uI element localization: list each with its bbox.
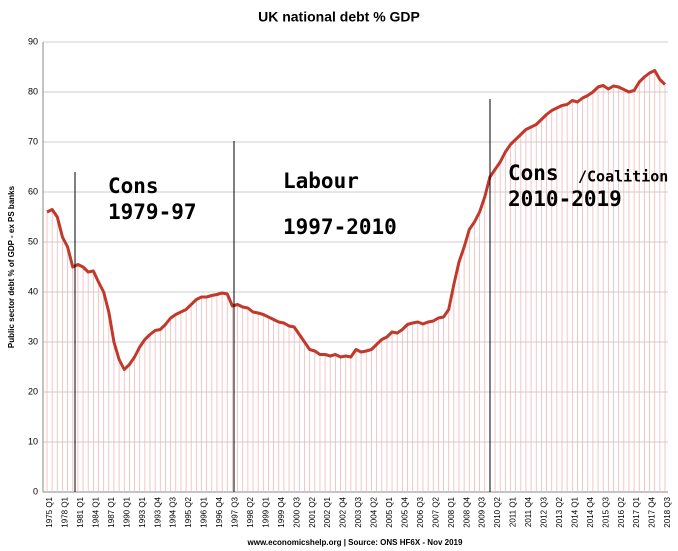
x-tick-label: 2008 Q4	[462, 496, 471, 527]
annotation: Cons	[508, 161, 559, 185]
x-tick-label: 1996 Q4	[215, 496, 224, 527]
x-tick-label: 1999 Q1	[261, 496, 270, 527]
y-tick-label: 0	[33, 486, 38, 496]
plot: 0 10 20 30 40 50 60 70 80 90 1975 Q1 1978 Q1 1981 Q1…	[28, 36, 672, 527]
y-tick-label: 40	[28, 286, 38, 296]
x-tick-label: 2011 Q4	[524, 496, 533, 527]
y-tick-label: 20	[28, 386, 38, 396]
x-tick-label: 2003 Q3	[354, 496, 363, 527]
x-tick-label: 2005 Q4	[400, 496, 409, 527]
x-tick-label: 2015 Q3	[601, 496, 610, 527]
x-tick-label: 2017 Q1	[632, 496, 641, 527]
x-tick-label: 2014 Q4	[586, 496, 595, 527]
x-tick-label: 2018 Q3	[663, 496, 672, 527]
x-tick-label: 2005 Q1	[385, 496, 394, 527]
x-tick-label: 1999 Q4	[277, 496, 286, 527]
annotation: Cons	[108, 174, 159, 198]
x-tick-label: 1997 Q3	[231, 496, 240, 527]
annotation: 2010-2019	[508, 187, 622, 211]
x-tick-label: 2014 Q1	[570, 496, 579, 527]
x-tick-label: 1984 Q1	[91, 496, 100, 527]
x-tick-label: 1994 Q3	[169, 496, 178, 527]
x-tick-label: 1975 Q1	[45, 496, 54, 527]
x-tick-label: 1998 Q2	[246, 496, 255, 527]
annotation: 1979-97	[108, 200, 197, 224]
line	[46, 69, 667, 371]
x-tick-label: 2009 Q3	[478, 496, 487, 527]
x-tick-label: 1993 Q1	[138, 496, 147, 527]
x-tick-label: 1993 Q4	[153, 496, 162, 527]
y-tick-label: 90	[28, 36, 38, 46]
y-tick-label: 60	[28, 186, 38, 196]
x-tick-label: 2002 Q1	[323, 496, 332, 527]
x-tick-label: 2006 Q3	[416, 496, 425, 527]
x-tick-label: 2013 Q2	[555, 496, 564, 527]
y-axis-label: Public sector debt % of GDP - ex PS bank…	[7, 185, 16, 348]
x-tick-label: 2004 Q2	[370, 496, 379, 527]
y-tick-label: 80	[28, 86, 38, 96]
x-tick-label: 2011 Q1	[509, 496, 518, 527]
x-tick-label: 2010 Q2	[493, 496, 502, 527]
y-tick-label: 10	[28, 436, 38, 446]
x-tick-label: 1990 Q1	[122, 496, 131, 527]
annotation: 1997-2010	[283, 215, 397, 239]
x-tick-label: 1987 Q1	[107, 496, 116, 527]
x-tick-label: 2012 Q3	[540, 496, 549, 527]
x-tick-label: 2017 Q4	[648, 496, 657, 527]
x-tick-label: 1981 Q1	[76, 496, 85, 527]
x-tick-label: 2000 Q3	[292, 496, 301, 527]
x-tick-label: 1995 Q2	[184, 496, 193, 527]
y-tick-label: 50	[28, 236, 38, 246]
x-tick-label: 2016 Q2	[617, 496, 626, 527]
x-tick-label: 2002 Q4	[339, 496, 348, 527]
annotation: Labour	[283, 169, 359, 193]
y-tick-label: 30	[28, 336, 38, 346]
x-tick-label: 2001 Q2	[308, 496, 317, 527]
x-tick-label: 2008 Q1	[447, 496, 456, 527]
y-tick-label: 70	[28, 136, 38, 146]
annotation: /Coalition	[578, 168, 668, 186]
source: www.economicshelp.org | Source: ONS HF6X…	[247, 538, 463, 547]
x-tick-label: 2007 Q2	[431, 496, 440, 527]
x-tick-label: 1996 Q1	[200, 496, 209, 527]
x-tick-label: 1978 Q1	[61, 496, 70, 527]
chart-title: UK national debt % GDP	[258, 9, 420, 25]
